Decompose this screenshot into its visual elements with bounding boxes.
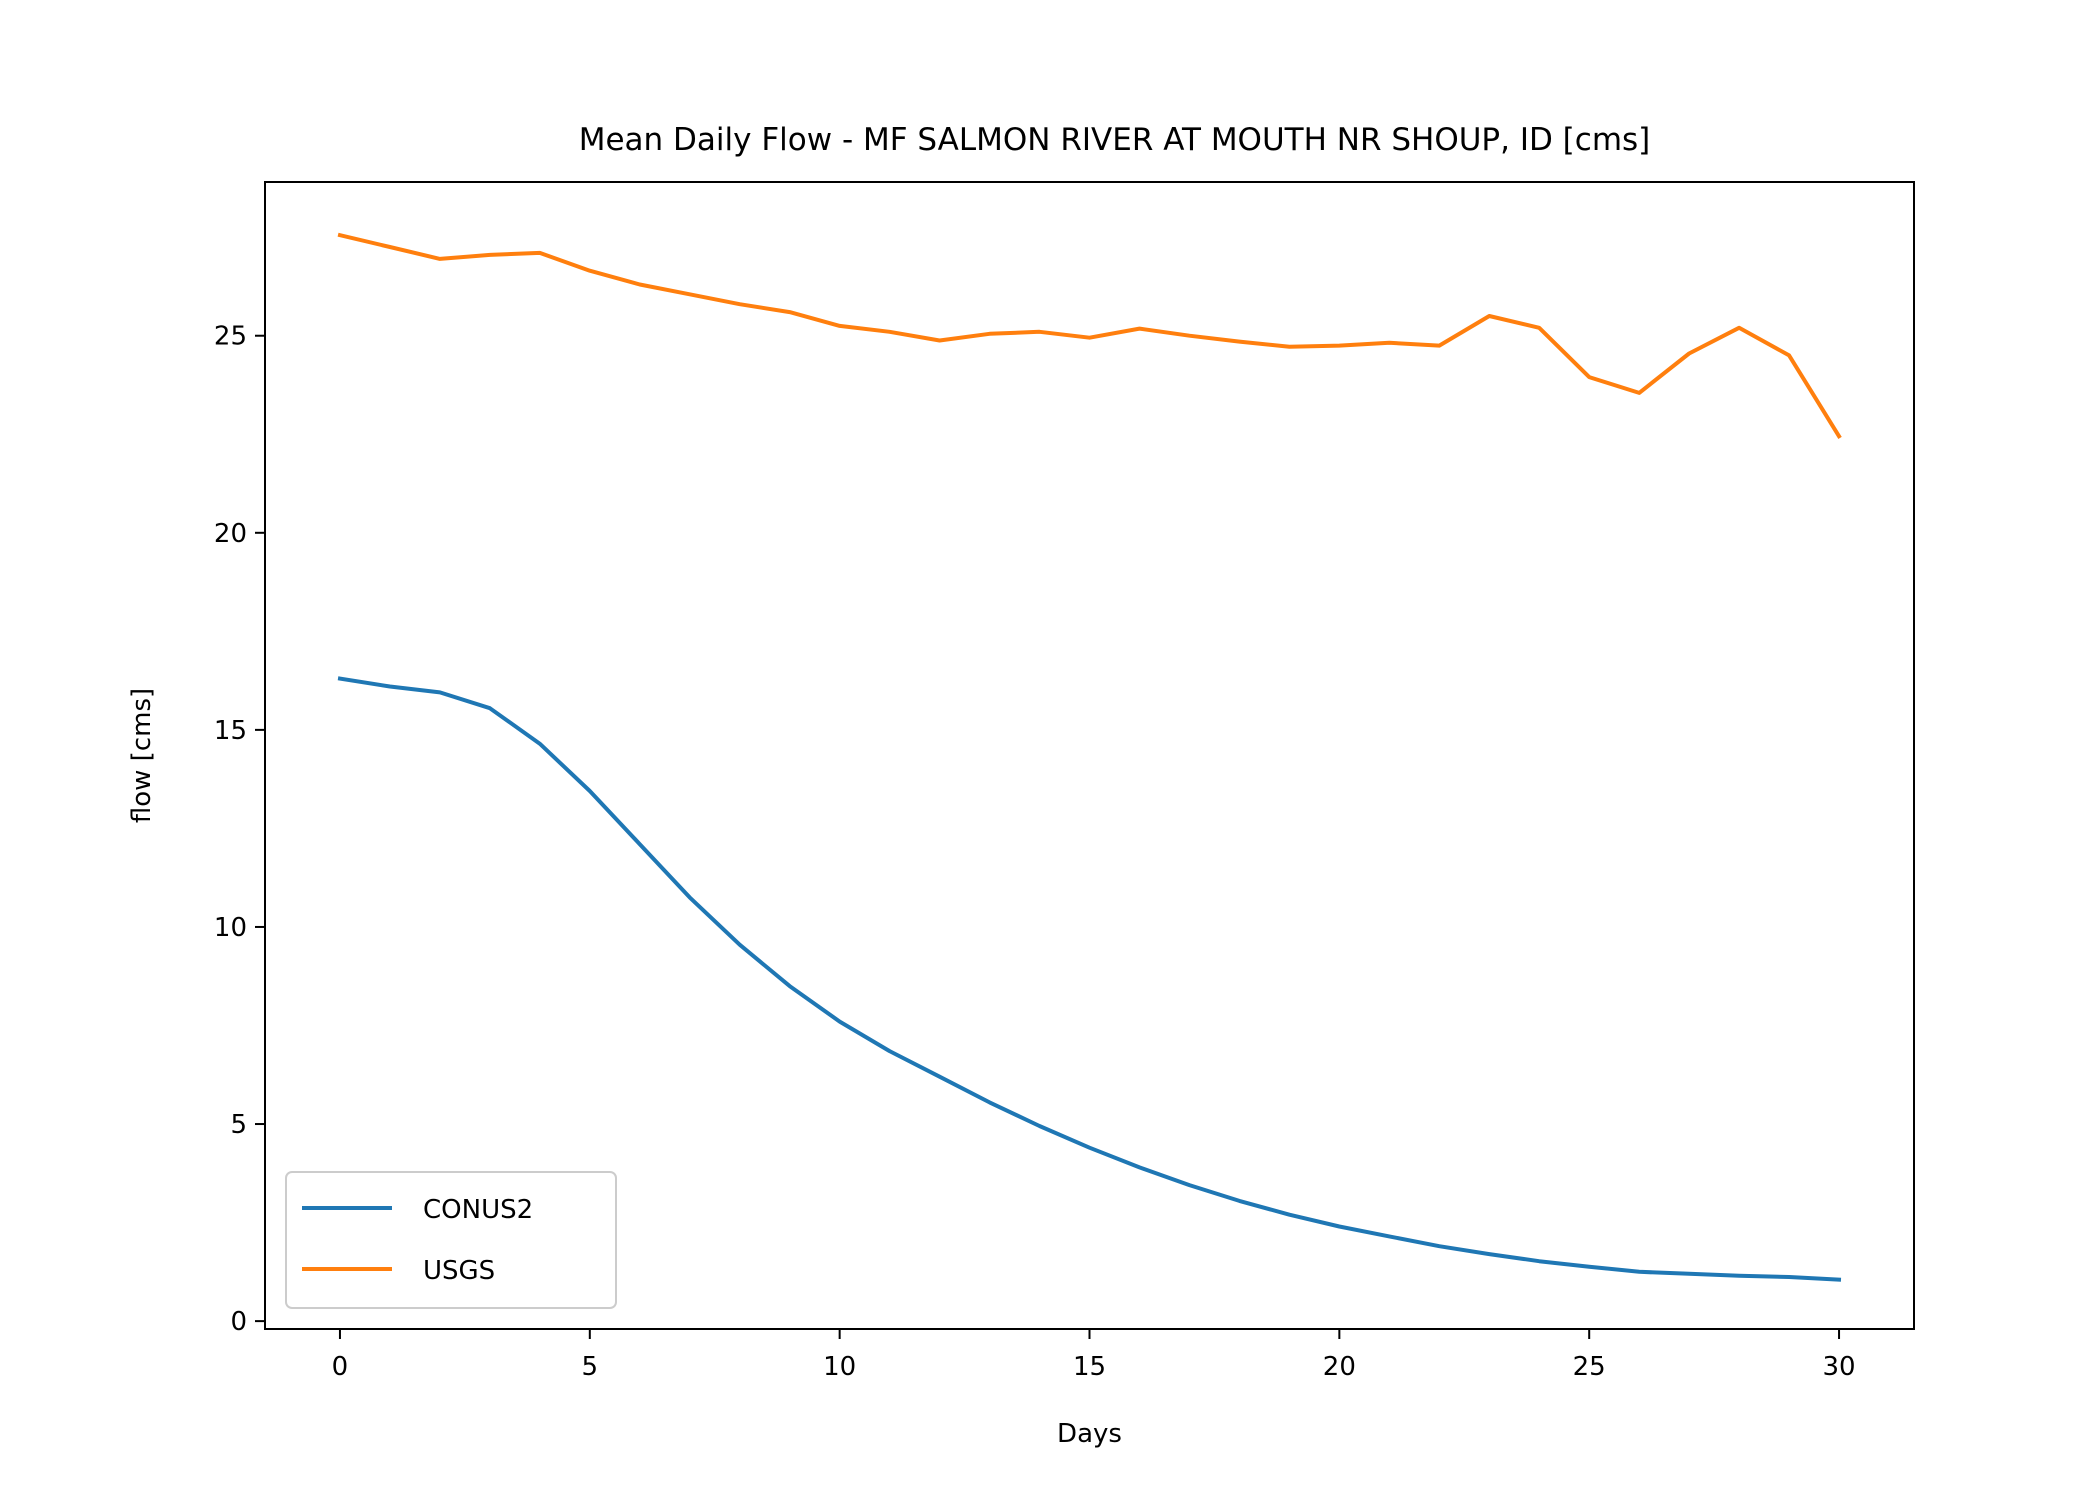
y-tick-label: 20: [214, 519, 247, 549]
x-axis-label: Days: [1057, 1419, 1122, 1449]
x-tick-label: 5: [582, 1352, 599, 1382]
legend-label-usgs: USGS: [423, 1256, 495, 1286]
y-axis-label: flow [cms]: [127, 688, 157, 823]
series-layer: [337, 232, 1842, 1282]
x-tick-label: 20: [1323, 1352, 1356, 1382]
legend-box: [285, 1171, 617, 1309]
legend-label-conus2: CONUS2: [423, 1195, 533, 1225]
x-tick-label: 30: [1822, 1352, 1855, 1382]
y-tick-label: 15: [214, 716, 247, 746]
y-tick-label: 0: [230, 1307, 247, 1337]
chart-title: Mean Daily Flow - MF SALMON RIVER AT MOU…: [579, 122, 1651, 158]
x-axis: 0 5 10 15 20 25 30: [332, 1329, 1856, 1382]
x-tick-label: 0: [332, 1352, 349, 1382]
series-line-conus2: [337, 676, 1842, 1282]
y-tick-label: 25: [214, 322, 247, 352]
x-tick-label: 10: [823, 1352, 856, 1382]
legend: CONUS2 USGS: [285, 1171, 617, 1309]
series-line-usgs: [337, 232, 1842, 439]
y-tick-label: 10: [214, 913, 247, 943]
x-tick-label: 15: [1073, 1352, 1106, 1382]
y-tick-label: 5: [230, 1110, 247, 1140]
y-axis: 0 5 10 15 20 25: [214, 322, 265, 1337]
x-tick-label: 25: [1573, 1352, 1606, 1382]
